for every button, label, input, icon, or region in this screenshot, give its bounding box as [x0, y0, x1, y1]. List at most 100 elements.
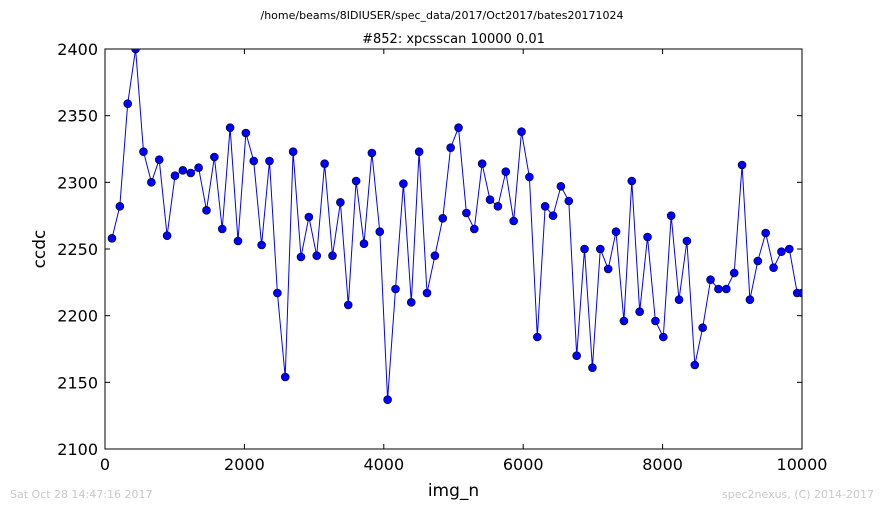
x-tick-label: 6000	[503, 455, 544, 474]
data-point	[147, 178, 156, 187]
data-point	[131, 49, 140, 54]
data-point	[651, 316, 660, 326]
data-point	[690, 360, 700, 370]
data-point	[304, 212, 314, 222]
data-point	[154, 155, 164, 164]
data-point	[391, 284, 400, 294]
data-point	[722, 284, 731, 294]
data-point	[580, 244, 589, 254]
data-point	[351, 176, 361, 186]
data-point	[658, 332, 668, 342]
data-point	[280, 372, 290, 382]
data-point	[674, 295, 684, 304]
data-point	[359, 239, 369, 248]
data-point	[383, 395, 392, 404]
data-point	[635, 307, 644, 316]
data-point	[517, 127, 526, 136]
data-point	[414, 147, 424, 156]
x-tick-label: 4000	[363, 455, 404, 474]
data-point	[328, 251, 337, 260]
data-point	[698, 323, 707, 332]
data-point	[265, 156, 274, 166]
data-point	[501, 167, 511, 176]
data-point	[422, 288, 432, 298]
data-point	[619, 316, 629, 326]
data-point	[485, 195, 495, 204]
data-point	[564, 196, 574, 206]
data-point	[745, 295, 755, 304]
data-point	[162, 231, 172, 240]
y-tick-label: 2400	[57, 40, 98, 59]
data-point	[588, 363, 597, 372]
data-point	[595, 244, 605, 254]
data-point	[367, 148, 377, 158]
footer-timestamp: Sat Oct 28 14:47:16 2017	[10, 488, 153, 501]
data-point	[761, 228, 770, 238]
data-point	[320, 159, 329, 168]
y-tick-label: 2150	[57, 373, 98, 392]
data-point	[753, 256, 763, 266]
ticks: 0 2000 4000 6000 8000 10000 2100 2150 2200 2250 23…	[57, 40, 827, 474]
data-point	[556, 182, 566, 191]
data-point	[399, 179, 408, 188]
data-point	[430, 251, 440, 260]
data-point	[729, 268, 739, 278]
data-point	[540, 202, 550, 211]
data-point	[477, 159, 487, 168]
data-point	[572, 351, 581, 360]
data-point	[548, 211, 558, 220]
data-point	[186, 168, 196, 178]
data-point	[115, 202, 125, 211]
data-point	[343, 300, 353, 310]
axes	[104, 48, 803, 450]
data-point	[469, 224, 479, 234]
data-point	[257, 240, 266, 250]
data-point	[273, 288, 282, 298]
x-tick-label: 2000	[224, 455, 265, 474]
y-tick-label: 2100	[57, 440, 98, 459]
data-point	[296, 252, 306, 262]
data-point	[462, 208, 471, 218]
series-points	[107, 49, 802, 404]
data-point	[714, 284, 723, 294]
data-point	[233, 236, 243, 246]
data-point	[509, 216, 518, 226]
series-line	[111, 49, 802, 400]
data-point	[202, 206, 211, 215]
file-path-title: /home/beams/8IDIUSER/spec_data/2017/Oct2…	[260, 9, 624, 22]
x-axis-label: img_n	[428, 481, 479, 501]
data-point	[706, 275, 715, 284]
data-point	[123, 99, 133, 108]
plot-title: #852: xpcsscan 10000 0.01	[362, 32, 545, 47]
data-point	[525, 172, 534, 182]
data-point	[210, 152, 219, 162]
data-point	[666, 211, 676, 220]
data-point	[785, 244, 794, 254]
y-axis-label: ccdc	[30, 230, 50, 269]
x-tick-label: 0	[100, 455, 110, 474]
data-point	[312, 251, 322, 260]
x-tick-label: 8000	[642, 455, 683, 474]
data-point	[375, 227, 385, 236]
footer-credit: spec2nexus, (C) 2014-2017	[722, 488, 874, 501]
plot-frame	[104, 48, 803, 450]
data-point	[336, 198, 345, 207]
data-point	[611, 227, 621, 236]
data-point	[288, 147, 298, 156]
data-point	[797, 288, 802, 298]
data-point	[194, 163, 203, 172]
data-point	[682, 236, 692, 246]
data-point	[643, 232, 652, 242]
data-point	[446, 143, 455, 152]
x-tick-label: 10000	[777, 455, 828, 474]
data-point	[225, 123, 235, 132]
y-tick-label: 2300	[57, 173, 98, 192]
y-tick-label: 2250	[57, 240, 98, 259]
data-point	[769, 263, 778, 272]
data-point	[107, 234, 117, 243]
y-tick-label: 2200	[57, 307, 98, 326]
data-point	[170, 171, 180, 180]
data-point	[777, 247, 786, 256]
data-point	[241, 128, 251, 138]
